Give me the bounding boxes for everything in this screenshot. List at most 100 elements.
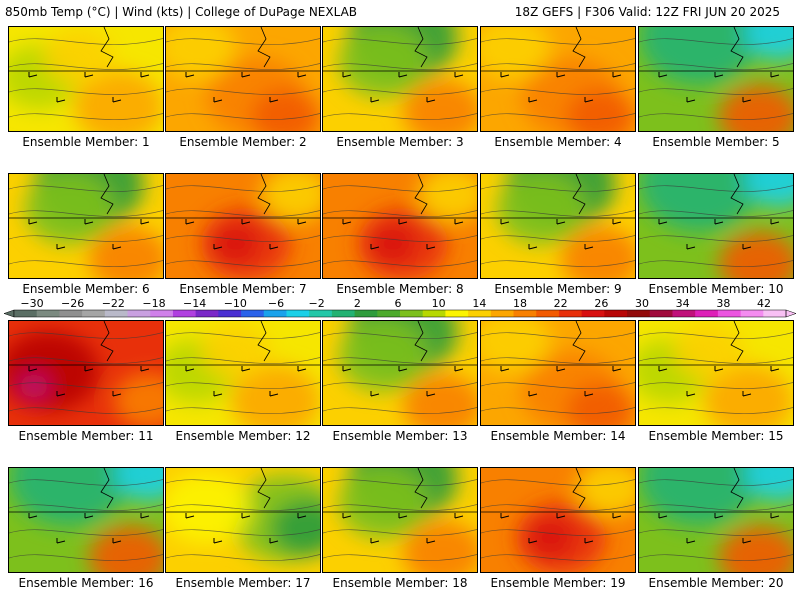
map-title: 850mb Temp (°C) | Wind (kts) | College o…: [5, 5, 358, 19]
colorbar-tick-label: −10: [223, 297, 247, 310]
ensemble-panel: [480, 173, 636, 279]
colorbar-segment: [309, 310, 333, 317]
colorbar-segment: [195, 310, 219, 317]
temperature-field-map: [166, 468, 320, 572]
temperature-field-map: [481, 27, 635, 131]
ensemble-panel: [322, 320, 478, 426]
colorbar-segment: [740, 310, 764, 317]
ensemble-member-label: Ensemble Member: 1: [22, 135, 150, 149]
ensemble-panel: [480, 320, 636, 426]
ensemble-member-label: Ensemble Member: 14: [490, 429, 626, 443]
temperature-field-map: [9, 174, 163, 278]
ensemble-panel: [8, 26, 164, 132]
temperature-field-map: [166, 27, 320, 131]
temperature-field-map: [9, 27, 163, 131]
colorbar-tick-label: 22: [553, 297, 568, 310]
colorbar-segment: [422, 310, 446, 317]
ensemble-panel: [165, 320, 321, 426]
ensemble-member-label: Ensemble Member: 7: [179, 282, 307, 296]
ensemble-member-label: Ensemble Member: 11: [18, 429, 154, 443]
ensemble-member-label: Ensemble Member: 18: [332, 576, 468, 590]
colorbar-tick-label: 26: [594, 297, 609, 310]
ensemble-panel: [638, 467, 794, 573]
ensemble-panel: [8, 320, 164, 426]
colorbar-tick-label: 18: [513, 297, 527, 310]
ensemble-panel: [638, 173, 794, 279]
ensemble-panel: [165, 467, 321, 573]
colorbar-tick-label: 38: [716, 297, 731, 310]
temperature-field-map: [9, 468, 163, 572]
colorbar-segment: [82, 310, 106, 317]
colorbar-segment: [172, 310, 197, 317]
colorbar-segment: [150, 310, 174, 317]
temperature-field-map: [9, 321, 163, 425]
temperature-field-map: [639, 174, 793, 278]
temperature-field-map: [323, 174, 477, 278]
colorbar-tick-label: −26: [61, 297, 85, 310]
colorbar-tick-label: 10: [431, 297, 446, 310]
colorbar-segment: [695, 310, 719, 317]
colorbar-segment: [717, 310, 742, 317]
ensemble-panel: [480, 26, 636, 132]
temperature-field-map: [639, 321, 793, 425]
colorbar-tick-label: 42: [757, 297, 771, 310]
ensemble-member-label: Ensemble Member: 9: [494, 282, 622, 296]
temperature-field-map: [639, 27, 793, 131]
colorbar-tick-label: −22: [101, 297, 125, 310]
colorbar-tick-label: −14: [183, 297, 207, 310]
colorbar-segment: [354, 310, 378, 317]
ensemble-panel: [8, 467, 164, 573]
colorbar-segment: [331, 310, 356, 317]
ensemble-member-label: Ensemble Member: 4: [494, 135, 622, 149]
ensemble-panel: [322, 173, 478, 279]
ensemble-member-label: Ensemble Member: 19: [490, 576, 626, 590]
colorbar-segment: [581, 310, 605, 317]
colorbar-segment: [536, 310, 560, 317]
colorbar-segment: [400, 310, 424, 317]
colorbar-segment: [649, 310, 673, 317]
colorbar-segment: [513, 310, 537, 317]
temperature-field-map: [481, 468, 635, 572]
colorbar-segment: [672, 310, 696, 317]
colorbar-segment: [490, 310, 515, 317]
colorbar-segment: [104, 310, 129, 317]
temperature-field-map: [323, 468, 477, 572]
ensemble-member-label: Ensemble Member: 6: [22, 282, 150, 296]
colorbar-tick-label: −2: [308, 297, 325, 310]
colorbar-segment: [763, 310, 787, 317]
ensemble-member-label: Ensemble Member: 10: [648, 282, 784, 296]
colorbar-segment: [263, 310, 287, 317]
ensemble-member-label: Ensemble Member: 12: [175, 429, 311, 443]
ensemble-member-label: Ensemble Member: 2: [179, 135, 307, 149]
colorbar-tick-label: 30: [635, 297, 649, 310]
temperature-field-map: [323, 27, 477, 131]
ensemble-member-label: Ensemble Member: 3: [336, 135, 464, 149]
colorbar-segment: [558, 310, 583, 317]
colorbar-tick-label: −6: [267, 297, 285, 310]
ensemble-member-label: Ensemble Member: 8: [336, 282, 464, 296]
colorbar-segment: [36, 310, 60, 317]
colorbar-segment: [127, 310, 151, 317]
colorbar-segment: [627, 310, 651, 317]
ensemble-member-label: Ensemble Member: 16: [18, 576, 154, 590]
ensemble-panel: [165, 173, 321, 279]
temperature-field-map: [166, 174, 320, 278]
colorbar-tick-label: 14: [472, 297, 487, 310]
colorbar-tick-label: −30: [20, 297, 44, 310]
ensemble-panel: [322, 467, 478, 573]
ensemble-panel: [638, 26, 794, 132]
temperature-field-map: [481, 174, 635, 278]
colorbar-segment: [468, 310, 492, 317]
ensemble-panel: [8, 173, 164, 279]
colorbar-segment: [59, 310, 83, 317]
ensemble-panel: [165, 26, 321, 132]
colorbar-segment: [445, 310, 469, 317]
colorbar-segment: [14, 310, 38, 317]
colorbar-tick-label: −18: [142, 297, 166, 310]
ensemble-member-label: Ensemble Member: 20: [648, 576, 784, 590]
ensemble-member-label: Ensemble Member: 13: [332, 429, 468, 443]
ensemble-panel: [322, 26, 478, 132]
colorbar-segment: [286, 310, 310, 317]
colorbar-segment: [218, 310, 242, 317]
colorbar-segment: [241, 310, 265, 317]
